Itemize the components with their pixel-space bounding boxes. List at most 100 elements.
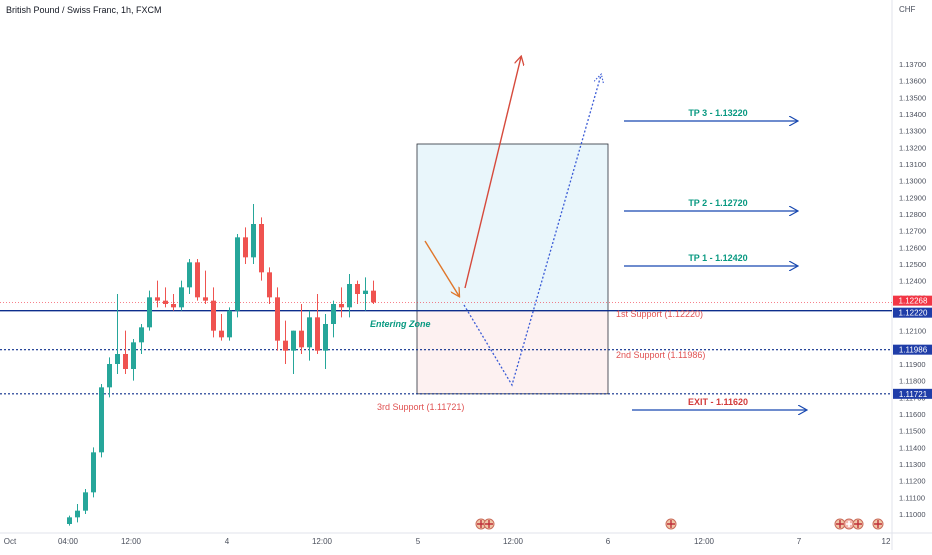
price-tick-label: 1.11200: [899, 477, 926, 486]
candle[interactable]: [267, 267, 272, 304]
candle-body: [123, 354, 128, 369]
candle[interactable]: [99, 384, 104, 458]
candle-body: [155, 297, 160, 301]
candle[interactable]: [219, 314, 224, 341]
candle[interactable]: [123, 330, 128, 374]
second-support-flag: 1.11986: [893, 344, 932, 355]
candle[interactable]: [259, 217, 264, 281]
price-axis[interactable]: 1.13700 1.13600 1.13500 1.13400 1.13300 1.132…: [899, 60, 926, 519]
price-tick-label: 1.12100: [899, 327, 926, 336]
time-tick-label: 7: [797, 537, 802, 546]
price-tick-label: 1.12500: [899, 260, 926, 269]
candle[interactable]: [195, 259, 200, 301]
price-tick-label: 1.11400: [899, 443, 926, 452]
candle[interactable]: [235, 234, 240, 318]
candle[interactable]: [83, 489, 88, 514]
candle[interactable]: [187, 259, 192, 294]
time-tick-label: Oct: [4, 537, 17, 546]
candle[interactable]: [315, 294, 320, 354]
candle[interactable]: [91, 447, 96, 498]
price-tick-label: 1.12400: [899, 277, 926, 286]
candle[interactable]: [283, 320, 288, 364]
price-tick-label: 1.13700: [899, 60, 926, 69]
candle[interactable]: [203, 270, 208, 304]
uk-flag-icon[interactable]: [665, 518, 677, 530]
uk-flag-icon[interactable]: [834, 518, 846, 530]
price-tick-label: 1.12600: [899, 243, 926, 252]
event-icons[interactable]: [475, 518, 884, 530]
orange-entry-arrow[interactable]: [424, 240, 459, 296]
price-tick-label: 1.13200: [899, 143, 926, 152]
price-tick-label: 1.13500: [899, 93, 926, 102]
candle[interactable]: [251, 204, 256, 264]
time-tick-label: 12:00: [312, 537, 333, 546]
support1-label: 1st Support (1.12220): [616, 309, 703, 319]
stop-loss-zone[interactable]: [416, 310, 609, 395]
candle-body: [291, 330, 296, 351]
candle-body: [259, 224, 264, 273]
candle[interactable]: [299, 304, 304, 354]
candle[interactable]: [291, 330, 296, 374]
candle[interactable]: [131, 339, 136, 381]
price-tick-label: 1.13100: [899, 160, 926, 169]
time-tick-label: 12:00: [694, 537, 715, 546]
candle[interactable]: [339, 287, 344, 318]
candle[interactable]: [139, 324, 144, 354]
uk-flag-icon[interactable]: [483, 518, 495, 530]
candle[interactable]: [115, 294, 120, 374]
candle-body: [251, 224, 256, 258]
candle[interactable]: [307, 310, 312, 361]
take-profit-zone[interactable]: [416, 143, 609, 312]
candle[interactable]: [275, 287, 280, 351]
time-tick-label: 12:00: [121, 537, 142, 546]
uk-flag-icon[interactable]: [872, 518, 884, 530]
candle[interactable]: [331, 300, 336, 338]
dotted-scenario-path[interactable]: [463, 75, 601, 387]
support3-label: 3rd Support (1.11721): [377, 402, 464, 412]
entry-price-flag: 1.12220: [893, 307, 932, 318]
time-tick-label: 12:00: [503, 537, 524, 546]
time-axis[interactable]: Oct 04:00 12:00 4 12:00 5 12:00 6 12:00 7 12: [4, 537, 891, 546]
candle[interactable]: [163, 287, 168, 308]
candlestick-series[interactable]: [67, 204, 376, 526]
candle[interactable]: [371, 280, 376, 304]
time-tick-label: 04:00: [58, 537, 79, 546]
candle[interactable]: [347, 274, 352, 318]
candle-body: [355, 284, 360, 294]
candle[interactable]: [107, 357, 112, 398]
price-tick-label: 1.11000: [899, 510, 926, 519]
candle[interactable]: [355, 280, 360, 304]
swiss-flag-icon[interactable]: [843, 518, 855, 530]
time-tick-label: 4: [225, 537, 230, 546]
candle-body: [315, 317, 320, 351]
chart-title: British Pound / Swiss Franc, 1h, FXCM: [6, 5, 162, 15]
third-support-value: 1.11721: [899, 390, 928, 399]
candle[interactable]: [363, 277, 368, 311]
candle[interactable]: [171, 294, 176, 311]
third-support-flag: 1.11721: [893, 388, 932, 399]
candle-body: [243, 237, 248, 258]
time-tick-label: 12: [882, 537, 891, 546]
candle[interactable]: [243, 227, 248, 264]
candle[interactable]: [211, 287, 216, 338]
candle-body: [275, 297, 280, 341]
red-target-arrow[interactable]: [464, 57, 521, 289]
candle-body: [371, 290, 376, 303]
candle[interactable]: [227, 307, 232, 341]
candle-body: [163, 300, 168, 304]
uk-flag-icon[interactable]: [852, 518, 864, 530]
candle-body: [211, 300, 216, 331]
candle[interactable]: [147, 290, 152, 331]
candle[interactable]: [75, 504, 80, 523]
candle[interactable]: [155, 280, 160, 308]
candle-body: [131, 342, 136, 369]
candle-body: [139, 327, 144, 343]
candle[interactable]: [323, 314, 328, 369]
candle-body: [115, 354, 120, 364]
candle[interactable]: [67, 515, 72, 526]
candle-body: [75, 510, 80, 518]
candle[interactable]: [179, 280, 184, 311]
candle-body: [323, 324, 328, 351]
